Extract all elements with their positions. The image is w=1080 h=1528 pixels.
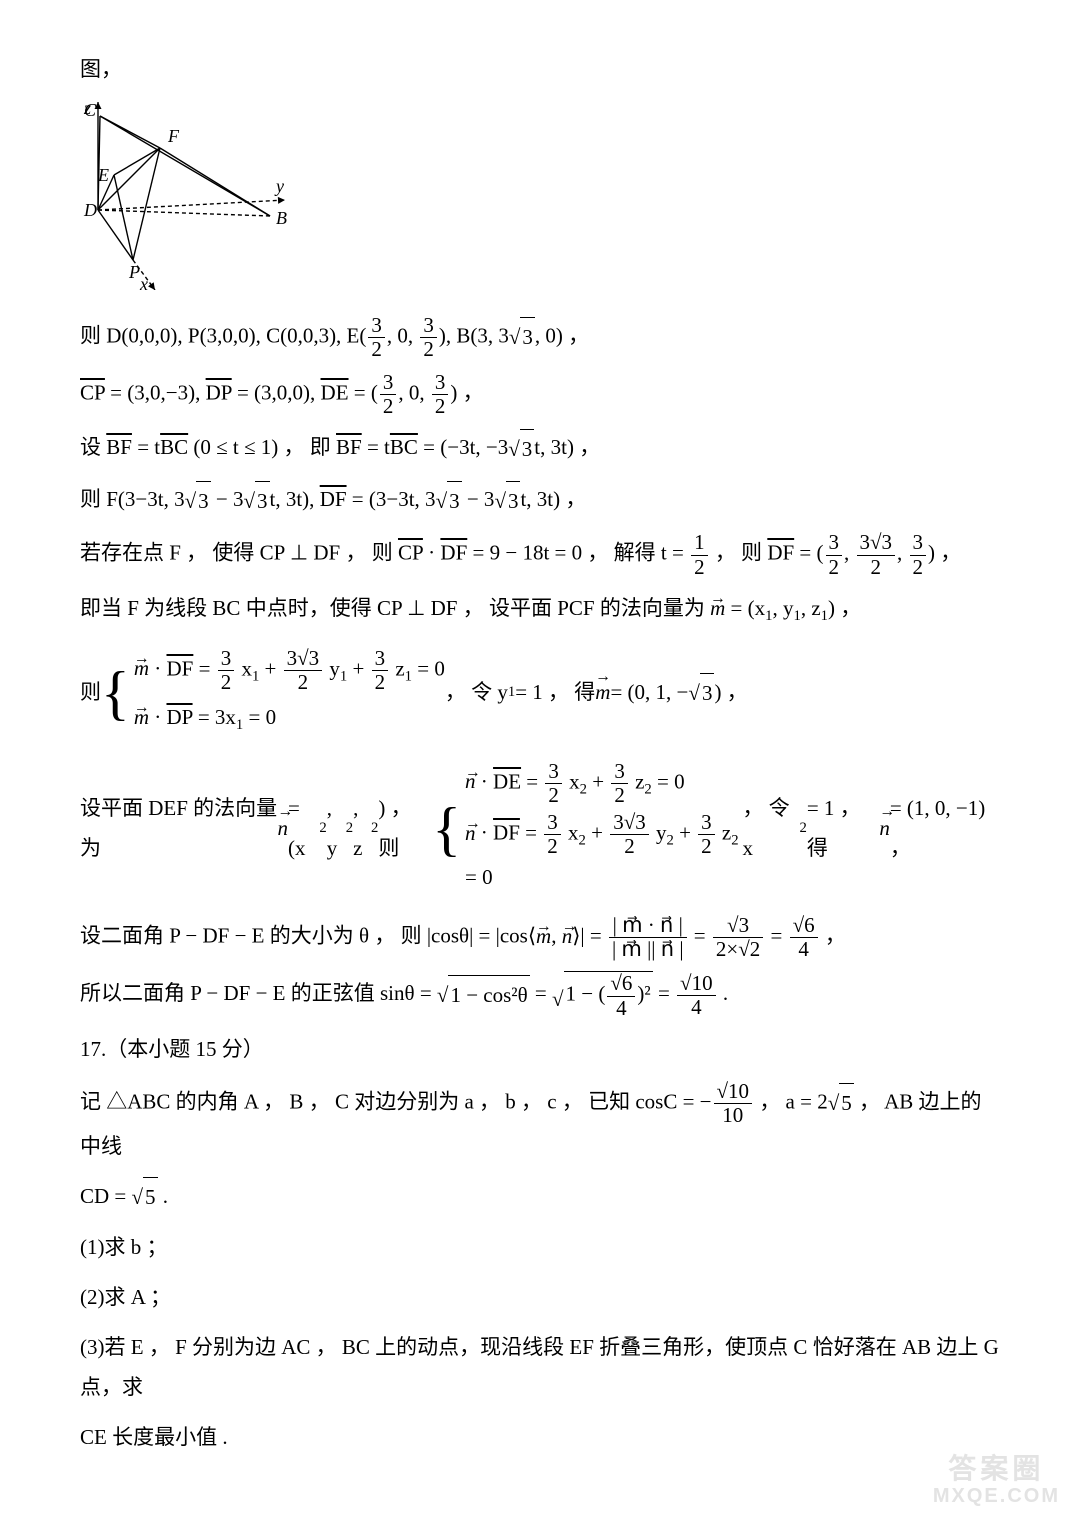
question-3-line1: (3)若 E ， F 分别为边 AC ， BC 上的动点，现沿线段 EF 折叠三…: [80, 1328, 1000, 1408]
svg-text:F: F: [167, 126, 180, 146]
math-line-9: 设二面角 P − DF − E 的大小为 θ ， 则 |cosθ| = |cos…: [80, 914, 1000, 961]
math-line-3: 设 BF = tBC (0 ≤ t ≤ 1) ， 即 BF = tBC = (−…: [80, 428, 1000, 470]
math-line-2: CP = (3,0,−3), DP = (3,0,0), DE = (32, 0…: [80, 371, 1000, 418]
math-line-5: 若存在点 F ， 使得 CP ⊥ DF ， 则 CP · DF = 9 − 18…: [80, 531, 1000, 578]
math-line-6: 即当 F 为线段 BC 中点时，使得 CP ⊥ DF ， 设平面 PCF 的法向…: [80, 589, 1000, 631]
svg-text:z: z: [83, 100, 91, 118]
pre-figure-text: 图，: [80, 50, 1000, 90]
question-3-line2: CE 长度最小值 .: [80, 1418, 1000, 1458]
math-line-10: 所以二面角 P − DF − E 的正弦值 sinθ = 1 − cos²θ =…: [80, 971, 1000, 1019]
math-line-1: 则 D(0,0,0), P(3,0,0), C(0,0,3), E(32, 0,…: [80, 314, 1000, 361]
watermark: 答案圈 MXQE.COM: [933, 1453, 1060, 1508]
svg-text:D: D: [83, 200, 97, 220]
problem-17-heading: 17.（本小题 15 分）: [80, 1030, 1000, 1070]
question-2: (2)求 A ；: [80, 1278, 1000, 1318]
figure-svg: DPBCEFzyx: [80, 100, 290, 290]
svg-text:B: B: [276, 208, 287, 228]
equation-system-1: 则 { m · DF = 32 x1 + 3√32 y1 + 32 z1 = 0…: [80, 643, 1000, 744]
problem-17-statement-line1: 记 △ABC 的内角 A ， B ， C 对边分别为 a ， b ， c ， 已…: [80, 1080, 1000, 1167]
svg-text:x: x: [139, 274, 148, 290]
svg-text:P: P: [128, 262, 140, 282]
svg-text:y: y: [274, 176, 284, 196]
equation-system-2: 设平面 DEF 的法向量为 n = (x2, y2, z2) ， 则 { n ·…: [80, 756, 1000, 902]
geometry-figure: DPBCEFzyx: [80, 100, 1000, 304]
question-1: (1)求 b ；: [80, 1228, 1000, 1268]
watermark-line2: MXQE.COM: [933, 1485, 1060, 1508]
problem-17-statement-line2: CD = 5 .: [80, 1177, 1000, 1219]
svg-text:E: E: [97, 165, 109, 185]
math-line-4: 则 F(3−3t, 33 − 33t, 3t), DF = (3−3t, 33 …: [80, 480, 1000, 522]
